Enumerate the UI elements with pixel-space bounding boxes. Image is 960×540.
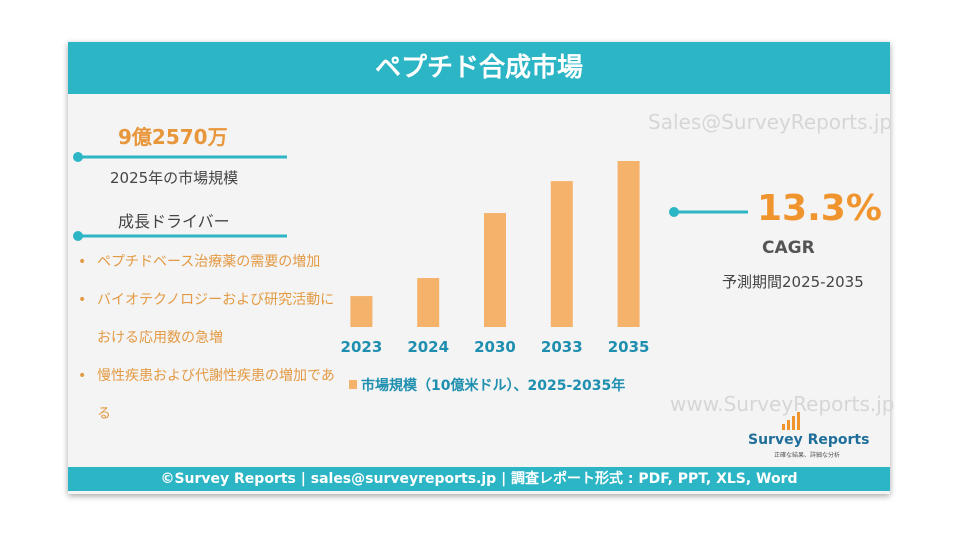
bar [484,213,506,327]
watermark: Sales@SurveyReports.jp [648,110,893,134]
x-tick-label: 2030 [474,338,516,356]
logo-tagline: 正確な結果、詳細な分析 [774,452,841,459]
cagr-period: 予測期間2025-2035 [722,273,864,291]
x-tick-label: 2024 [407,338,449,356]
logo-name: Survey Reports [748,432,870,448]
driver-item: 慢性疾患および代謝性疾患の増加である [78,357,342,433]
bar [550,181,573,327]
cagr-label: CAGR [762,238,815,258]
legend-swatch [349,380,357,389]
bar [417,278,440,327]
drivers-list: ペプチドベース治療薬の需要の増加バイオテクノロジーおよび研究活動における応用数の… [78,243,342,433]
divider-dot [73,231,83,241]
driver-item: ペプチドベース治療薬の需要の増加 [78,243,342,281]
cagr-value: 13.3% [757,188,882,229]
watermark: www.SurveyReports.jp [670,392,895,416]
x-tick-label: 2035 [608,338,650,356]
bar [350,296,373,327]
footer: ©Survey Reports | sales@surveyreports.jp… [68,467,890,491]
driver-item: バイオテクノロジーおよび研究活動における応用数の急増 [78,281,342,357]
header-title: ペプチド合成市場 [68,42,890,94]
divider-dot [669,207,679,217]
legend-label: 市場規模（10億米ドル）、2025-2035年 [361,377,625,394]
market-size-label: 2025年の市場規模 [110,169,239,187]
drivers-title: 成長ドライバー [118,212,230,231]
market-size-value: 9億2570万 [118,125,228,149]
bar [617,161,640,327]
x-tick-label: 2023 [341,338,383,356]
logo-icon [782,412,800,430]
divider-dot [73,152,83,162]
x-tick-label: 2033 [541,338,583,356]
